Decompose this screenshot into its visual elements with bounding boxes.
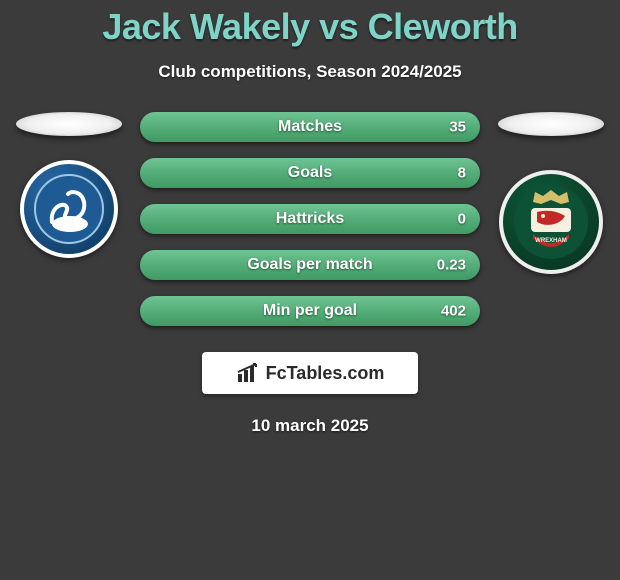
bar-chart-icon — [236, 362, 262, 384]
stat-row-matches: Matches 35 — [140, 112, 480, 142]
page-title: Jack Wakely vs Cleworth — [0, 0, 620, 48]
stat-label: Min per goal — [263, 302, 357, 320]
comparison-main: Matches 35 Goals 8 Hattricks 0 Goals per… — [0, 112, 620, 326]
footer-date: 10 march 2025 — [0, 416, 620, 436]
stat-row-goals-per-match: Goals per match 0.23 — [140, 250, 480, 280]
left-side — [14, 112, 124, 258]
stat-row-hattricks: Hattricks 0 — [140, 204, 480, 234]
stat-value-right: 35 — [449, 119, 466, 136]
left-crest — [20, 160, 118, 258]
svg-text:WREXHAM: WREXHAM — [535, 238, 567, 244]
stat-label: Goals — [288, 164, 332, 182]
stats-bars: Matches 35 Goals 8 Hattricks 0 Goals per… — [140, 112, 480, 326]
brand-box: FcTables.com — [202, 352, 418, 394]
stat-label: Hattricks — [276, 210, 344, 228]
right-side: WREXHAM — [496, 112, 606, 274]
stat-value-right: 0 — [458, 211, 466, 228]
swan-icon — [32, 172, 106, 246]
right-crest: WREXHAM — [499, 170, 603, 274]
right-platform — [498, 112, 604, 136]
subtitle: Club competitions, Season 2024/2025 — [0, 62, 620, 82]
stat-row-min-per-goal: Min per goal 402 — [140, 296, 480, 326]
stat-value-right: 8 — [458, 165, 466, 182]
stat-label: Matches — [278, 118, 342, 136]
left-platform — [16, 112, 122, 136]
stat-row-goals: Goals 8 — [140, 158, 480, 188]
brand-text: FcTables.com — [266, 363, 385, 384]
stat-value-right: 0.23 — [437, 257, 466, 274]
stat-label: Goals per match — [247, 256, 372, 274]
stat-value-right: 402 — [441, 303, 466, 320]
dragon-crest-icon: WREXHAM — [511, 182, 591, 262]
